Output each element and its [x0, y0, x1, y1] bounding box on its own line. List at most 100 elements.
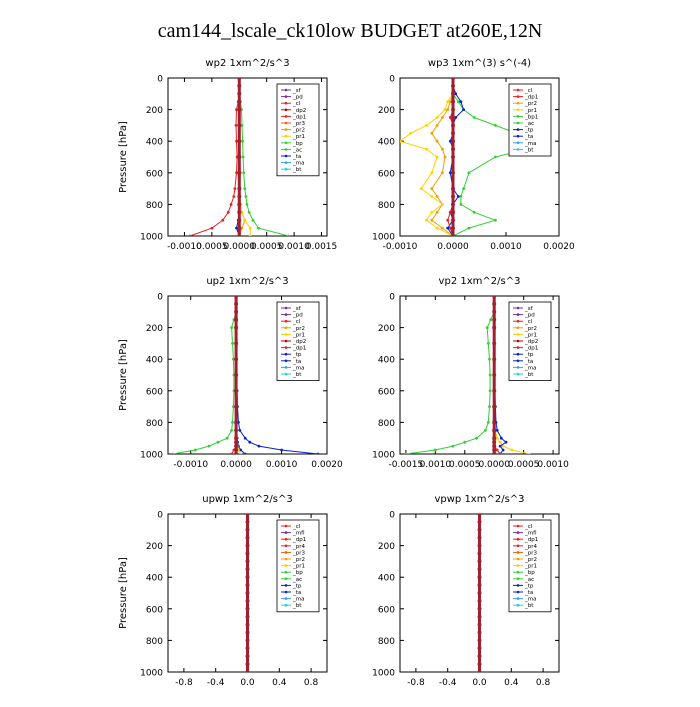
data-point_bt	[245, 670, 250, 672]
data-point_bt	[451, 107, 455, 112]
data-point_cl	[448, 226, 452, 230]
data-point_bt	[234, 301, 239, 306]
y-tick-label: 200	[378, 324, 395, 334]
legend-label: _pr1	[292, 134, 305, 140]
y-tick-label: 1000	[140, 233, 163, 243]
legend-marker	[284, 584, 288, 587]
y-tick-label: 1000	[140, 451, 163, 461]
data-point_dp1	[488, 389, 492, 393]
data-point_ac	[257, 226, 260, 230]
series-group	[477, 514, 482, 672]
y-tick-label: 600	[378, 387, 395, 397]
data-point_ac	[456, 100, 460, 104]
x-tick-label: 0.0010	[490, 242, 522, 252]
y-tick-label: 600	[146, 169, 163, 179]
legend-marker	[516, 326, 520, 330]
data-point_bt	[451, 78, 455, 80]
legend-marker	[284, 372, 288, 376]
legend-label: _tp	[524, 128, 534, 134]
data-point_tp	[448, 139, 452, 143]
legend-marker	[516, 557, 520, 561]
legend-marker	[284, 366, 288, 369]
series-line_dp1	[172, 296, 237, 454]
data-point_pr1	[248, 234, 252, 236]
x-tick-label: 0.0005	[508, 460, 540, 470]
data-point_pr1	[510, 448, 514, 452]
chart-panel-3: up2 1xm^2/s^3 Pressure [hPa] 0 200 400 600 800…	[108, 266, 347, 484]
data-point_pr1	[409, 131, 412, 135]
legend-label: _sf	[292, 306, 302, 312]
data-point_tp	[280, 448, 283, 452]
data-point_bt	[237, 186, 242, 191]
data-point_pr1	[425, 218, 428, 222]
data-point_dp1	[485, 326, 489, 329]
legend-marker	[284, 333, 288, 336]
data-point_dp1	[451, 444, 455, 448]
legend-label: _pr2	[292, 557, 305, 563]
data-point_cl	[235, 171, 238, 175]
legend-marker	[284, 557, 288, 561]
data-point_pr1	[430, 210, 434, 214]
y-tick-label: 400	[146, 138, 163, 148]
chart-panel-2: wp3 1xm^(3) s^(-4) 0 200 400 600 800 1000 -0.00…	[340, 48, 579, 266]
data-point_bt	[451, 226, 455, 231]
legend-marker	[516, 544, 520, 548]
data-point_bt	[492, 428, 497, 433]
chart-svg: wp2 1xm^2/s^3 Pressure [hPa] 0 200 400 600 800…	[118, 58, 337, 252]
data-point_ta	[239, 448, 243, 452]
legend-label: _ac	[524, 121, 534, 127]
chart-panel-6: vpwp 1xm^2/s^3 0 200 400 600 800 1000 -0.8 -0.4 0…	[340, 484, 579, 702]
data-point_dp1	[489, 318, 493, 322]
data-point_ac	[245, 203, 249, 206]
data-point_bt	[245, 551, 250, 556]
legend-marker	[284, 134, 288, 138]
data-point_bt	[477, 575, 482, 580]
data-point_pr1	[400, 139, 402, 143]
data-point_ac	[244, 195, 248, 198]
legend: _sf_pd_cl_pr2_pr1_dp2_dp1_tp_ta_ma_bt	[508, 301, 552, 381]
legend-label: _pd	[292, 95, 303, 101]
x-tick-label: 0.0005	[251, 242, 282, 252]
data-point_bt	[492, 440, 497, 445]
legend-label: _ma	[524, 141, 536, 147]
legend-marker	[516, 128, 520, 131]
data-point_pr2	[435, 139, 439, 143]
legend-label: _ac	[292, 147, 302, 153]
data-point_bt	[234, 420, 239, 425]
data-point_bt	[492, 357, 497, 362]
legend-marker	[516, 584, 520, 587]
data-point_bt	[237, 78, 242, 80]
data-point_bt	[234, 436, 239, 441]
data-point_dp1	[230, 326, 233, 329]
legend-marker	[284, 597, 288, 600]
data-point_bt	[451, 194, 455, 199]
legend-label: _tp	[524, 352, 534, 358]
legend-label: _dp1	[292, 114, 306, 120]
data-point_dp1	[486, 421, 490, 424]
data-point_bt	[245, 519, 250, 524]
series-group	[188, 78, 290, 236]
data-point_bt	[492, 296, 497, 298]
series-group	[404, 296, 531, 454]
series-group	[171, 296, 320, 454]
y-tick-label: 400	[146, 574, 163, 584]
legend-label: _pr1	[292, 332, 305, 338]
data-point_bt	[492, 325, 497, 330]
data-point_pr1	[248, 226, 252, 230]
data-point_bt	[237, 194, 242, 199]
legend-label: _dp1	[292, 537, 306, 543]
data-point_bt	[477, 598, 482, 603]
legend-label: _bt	[292, 167, 302, 173]
data-point_bt	[234, 357, 239, 362]
data-point_pr1	[501, 444, 505, 448]
data-point_bt	[492, 448, 497, 452]
y-tick-label: 600	[146, 605, 163, 615]
x-tick-label: -0.4	[207, 678, 225, 688]
legend-marker	[284, 544, 288, 548]
data-point_pr2	[435, 210, 439, 214]
legend-marker	[516, 134, 520, 138]
data-point_pr1	[435, 116, 439, 119]
data-point_pr2	[430, 187, 434, 191]
legend-marker	[516, 570, 520, 574]
data-point_cl	[226, 210, 230, 214]
